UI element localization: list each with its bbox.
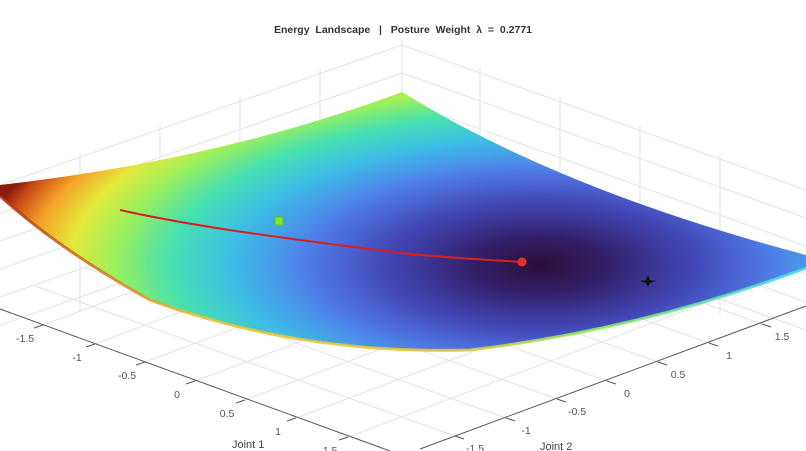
x-axis-label: Joint 1 xyxy=(232,439,264,451)
x-tick-label: -1 xyxy=(72,352,81,364)
back-wall-grid-line xyxy=(401,72,806,219)
x-tick-mark xyxy=(338,436,349,441)
y-tick-mark xyxy=(454,435,465,440)
y-tick-label: 1.5 xyxy=(775,331,790,343)
x-tick-mark xyxy=(85,343,96,348)
x-axis-line xyxy=(0,308,391,451)
y-axis-label: Joint 2 xyxy=(540,441,572,451)
y-tick-mark xyxy=(761,323,772,328)
trajectory-line xyxy=(119,209,523,263)
back-wall-grid-line xyxy=(0,44,403,186)
y-tick-label: -0.5 xyxy=(568,406,586,418)
x-tick-mark xyxy=(33,324,44,329)
x-tick-mark xyxy=(286,417,297,422)
current-marker xyxy=(517,257,527,267)
y-tick-label: 0.5 xyxy=(671,369,686,381)
energy-surface xyxy=(0,92,806,351)
chart-title: Energy Landscape | Posture Weight λ = 0.… xyxy=(274,24,532,36)
x-tick-label: 1 xyxy=(275,426,281,438)
x-tick-label: 0 xyxy=(174,389,180,401)
x-tick-label: 1.5 xyxy=(323,445,338,451)
x-tick-mark xyxy=(235,399,246,404)
y-tick-mark xyxy=(556,398,567,403)
y-tick-mark xyxy=(505,417,516,422)
floor-grid-line xyxy=(347,301,709,438)
x-axis-ticks: -1.5 -1 -0.5 0 0.5 1 1.5 xyxy=(16,324,349,451)
x-tick-label: -1.5 xyxy=(16,333,34,345)
y-tick-mark xyxy=(606,380,617,385)
x-tick-mark xyxy=(135,361,146,366)
back-wall-grid-line xyxy=(401,100,806,247)
y-tick-label: -1 xyxy=(521,425,530,437)
y-tick-label: 0 xyxy=(624,388,630,400)
x-tick-label: -0.5 xyxy=(118,370,136,382)
target-marker xyxy=(640,275,656,287)
x-tick-label: 0.5 xyxy=(220,408,235,420)
y-tick-label: 1 xyxy=(726,350,732,362)
surface-front-rim xyxy=(0,194,806,352)
y-axis-line xyxy=(419,305,806,450)
back-wall-grid-line xyxy=(401,44,806,191)
y-tick-mark xyxy=(708,342,719,347)
x-tick-mark xyxy=(185,380,196,385)
y-tick-mark xyxy=(657,361,668,366)
floor-grid-line xyxy=(34,285,456,437)
y-axis-ticks: -1.5 -1 -0.5 0 0.5 1 1.5 xyxy=(454,323,790,451)
y-tick-label: -1.5 xyxy=(466,443,484,451)
start-marker xyxy=(274,216,284,226)
